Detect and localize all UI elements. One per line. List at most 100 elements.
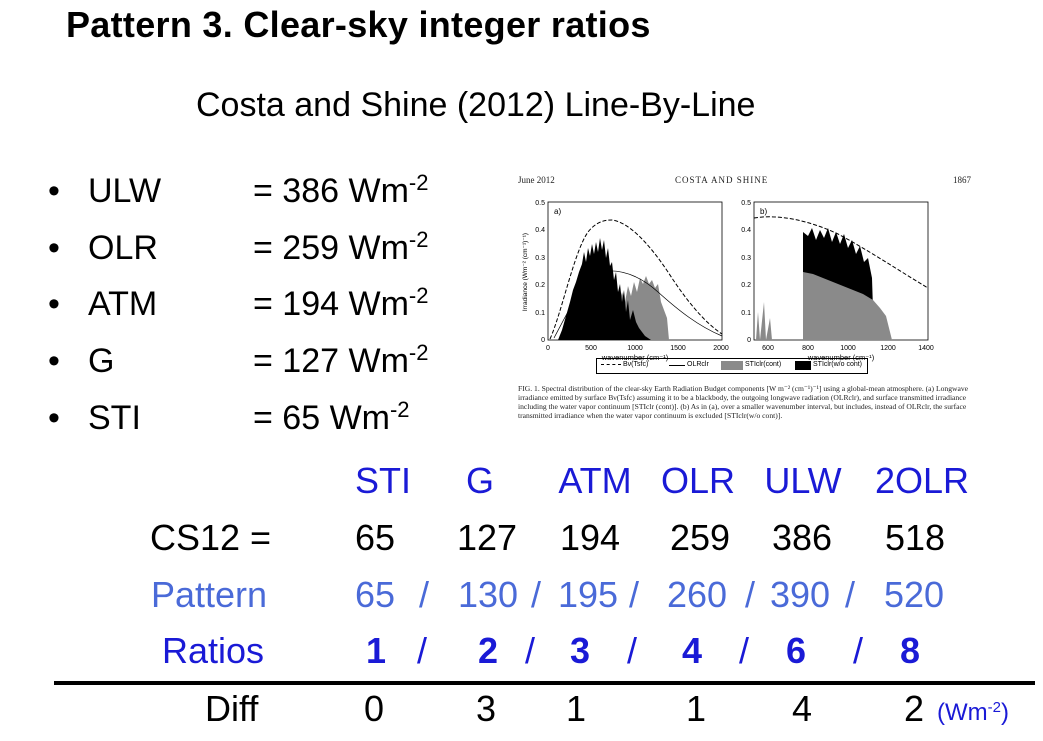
bullet-label: ULW <box>88 172 162 210</box>
separator: / <box>844 574 855 615</box>
bullet-icon: • <box>48 399 60 437</box>
bullet-icon: • <box>48 285 60 323</box>
bullet-icon: • <box>48 342 60 380</box>
legend-item: STIclr(w/o cont) <box>813 361 863 368</box>
ytick: 0.2 <box>741 282 751 289</box>
column-header: STI <box>354 460 411 501</box>
panel-a-label: a) <box>554 207 561 216</box>
xtick: 500 <box>585 345 597 352</box>
xtick: 1000 <box>840 345 856 352</box>
bullet-label: G <box>88 342 115 380</box>
separator: / <box>738 630 749 671</box>
table-cell: 2 <box>477 630 499 671</box>
separator: / <box>852 630 863 671</box>
table-cell: 3 <box>569 630 591 671</box>
bullet-value: = 386 Wm-2 <box>253 170 429 210</box>
page-title: Pattern 3. Clear-sky integer ratios <box>66 4 651 45</box>
ytick: 0.3 <box>741 255 751 262</box>
bullet-value: = 65 Wm-2 <box>253 397 410 437</box>
table-cell: 194 <box>559 517 621 558</box>
table-cell: 1 <box>365 630 387 671</box>
bullet-value: = 259 Wm-2 <box>253 227 429 267</box>
panel-b-planck-curve <box>753 216 929 289</box>
separator: / <box>524 630 535 671</box>
panel-a-xticks: 0 500 1000 1500 2000 <box>546 345 729 352</box>
column-header: G <box>465 460 494 501</box>
row-label-pattern: Pattern <box>151 574 268 615</box>
table-cell: 127 <box>456 517 518 558</box>
table-cell: 65 <box>354 517 396 558</box>
table-cell: 195 <box>557 574 619 615</box>
panel-b-sti-cont-area <box>803 272 892 340</box>
table-cell: 65 <box>354 574 396 615</box>
xtick: 1000 <box>627 345 643 352</box>
bullet-value: = 194 Wm-2 <box>253 283 429 323</box>
panel-b-xticks: 600 800 1000 1200 1400 <box>762 345 934 352</box>
column-header: OLR <box>660 460 736 501</box>
row-label-diff: Diff <box>205 688 259 729</box>
table-cell: 3 <box>475 688 497 729</box>
xtick: 0 <box>546 345 550 352</box>
table-cell: 2 <box>903 688 925 729</box>
separator: / <box>530 574 541 615</box>
column-header: ATM <box>558 460 632 501</box>
bullet-label: OLR <box>88 229 158 267</box>
table-cell: 520 <box>883 574 945 615</box>
table-cell: 1 <box>565 688 587 729</box>
panel-a-olr-area <box>558 238 651 340</box>
table-cell: 0 <box>363 688 385 729</box>
table-cell: 386 <box>771 517 833 558</box>
xtick: 800 <box>802 345 814 352</box>
spectral-plots: a) b) 0 0.1 0.2 0.3 0.4 0.5 0 0.1 0.2 0.… <box>522 200 934 362</box>
panel-a-olr-line <box>553 270 723 339</box>
bullet-icon: • <box>48 229 60 267</box>
ytick: 0.1 <box>535 310 545 317</box>
legend-item: Bν(Tsfc) <box>623 361 649 368</box>
separator: / <box>418 574 429 615</box>
xtick: 1400 <box>918 345 934 352</box>
panel-a-ylabel: Irradiance (Wm⁻² (cm⁻¹)⁻¹) <box>522 233 529 311</box>
legend-item: STIclr(cont) <box>745 361 782 368</box>
ytick: 0.5 <box>741 200 751 207</box>
table-cell: 4 <box>681 630 703 671</box>
table-cell: 130 <box>457 574 519 615</box>
panel-a-planck-curve <box>549 219 723 340</box>
row-label-ratios: Ratios <box>162 630 265 671</box>
column-header: ULW <box>764 460 842 501</box>
panel-b-left-bands <box>756 302 772 340</box>
ytick: 0.4 <box>741 227 751 234</box>
table-cell: 260 <box>666 574 728 615</box>
separator: / <box>416 630 427 671</box>
bullet-label: STI <box>88 399 141 437</box>
ytick: 0 <box>747 337 751 344</box>
ytick: 0 <box>541 337 545 344</box>
xtick: 1200 <box>880 345 896 352</box>
figure-caption: FIG. 1. Spectral distribution of the cle… <box>518 384 969 420</box>
ytick: 0.1 <box>741 310 751 317</box>
separator: / <box>626 630 637 671</box>
divider <box>54 681 1035 685</box>
figure-header-right: 1867 <box>953 175 971 185</box>
table-cell: 1 <box>685 688 707 729</box>
ytick: 0.4 <box>535 227 545 234</box>
ytick: 0.2 <box>535 282 545 289</box>
figure-header-center: COSTA AND SHINE <box>675 175 769 185</box>
row-label-cs12: CS12 = <box>150 517 272 558</box>
bullet-value: = 127 Wm-2 <box>253 340 429 380</box>
panel-b-xlabel: wavenumber (cm⁻¹) <box>807 353 875 362</box>
ytick: 0.5 <box>535 200 545 207</box>
legend-line-swatch <box>669 365 685 366</box>
ytick: 0.3 <box>535 255 545 262</box>
figure-legend: Bν(Tsfc) OLRclr STIclr(cont) STIclr(w/o … <box>596 358 868 374</box>
figure-header-left: June 2012 <box>518 175 555 185</box>
panel-a-yticks: 0 0.1 0.2 0.3 0.4 0.5 <box>535 200 545 344</box>
bullet-label: ATM <box>88 285 158 323</box>
page-subtitle: Costa and Shine (2012) Line-By-Line <box>196 86 756 124</box>
unit-label: (Wm-2) <box>937 699 1009 726</box>
table-cell: 8 <box>899 630 921 671</box>
xtick: 2000 <box>713 345 729 352</box>
separator: / <box>628 574 639 615</box>
legend-item: OLRclr <box>687 361 709 368</box>
table-cell: 518 <box>884 517 946 558</box>
panel-a-xlabel: wavenumber (cm⁻¹) <box>601 353 669 362</box>
